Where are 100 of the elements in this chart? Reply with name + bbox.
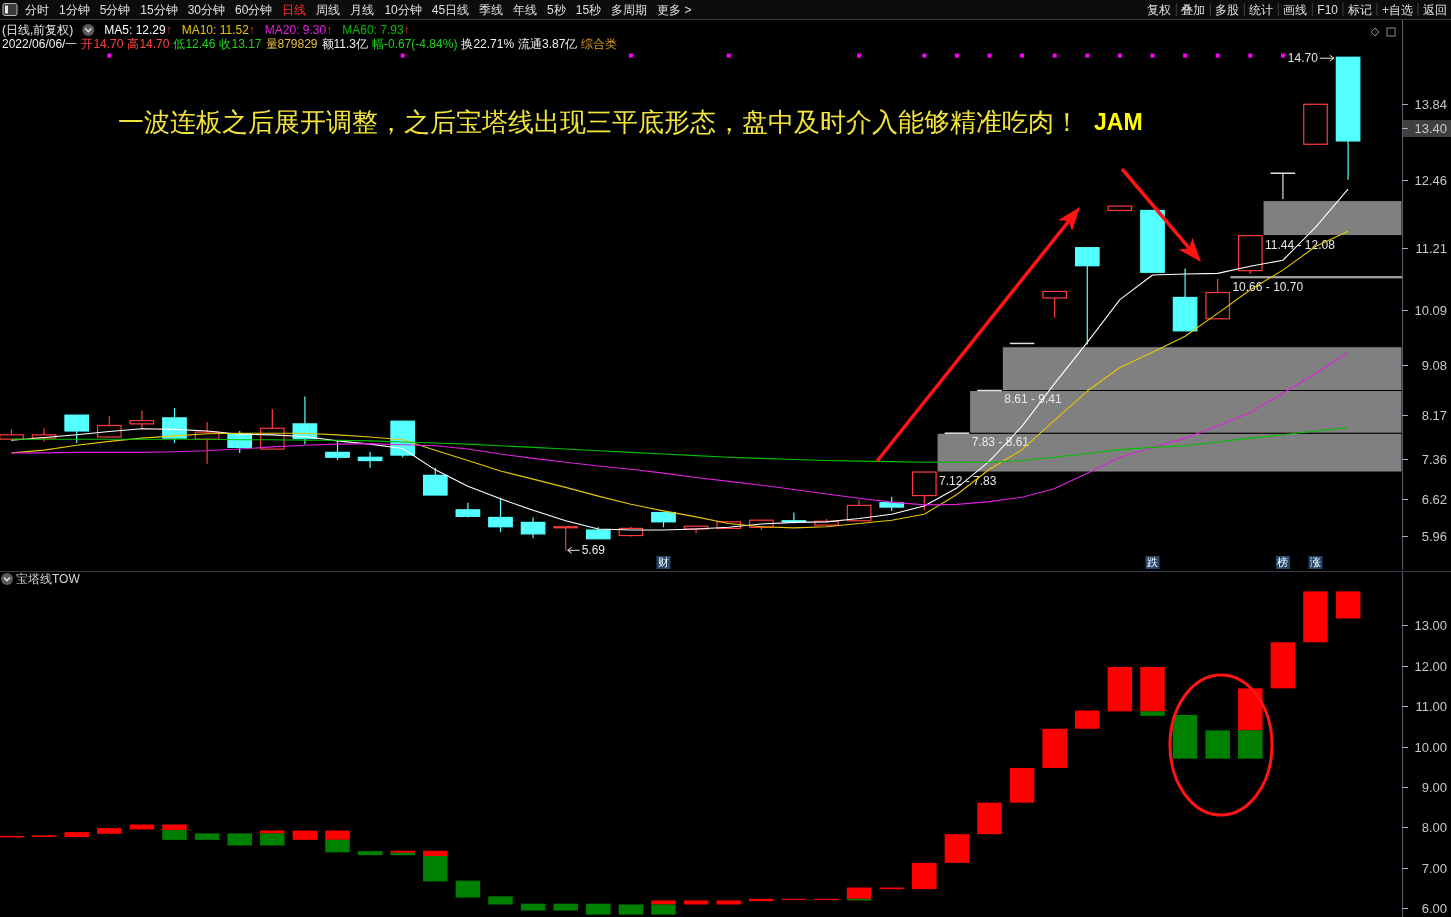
bar	[683, 900, 709, 905]
candlestick	[129, 410, 155, 430]
candlestick	[618, 526, 644, 537]
y-tick-label: 10.09	[1414, 303, 1447, 319]
text: +自选	[1381, 3, 1414, 17]
y-tick-label: 8.00	[1421, 820, 1447, 836]
y-tick-label: 7.36	[1421, 452, 1447, 468]
text: 10分钟	[384, 3, 422, 17]
candlestick	[1303, 103, 1328, 145]
bar	[292, 830, 318, 840]
candlestick	[1009, 342, 1036, 345]
text: 季线	[479, 3, 504, 17]
text: 2022/06/06/一 开14.70 高14.70 低12.46 收13.17 量879829 额11.3亿 幅-0.67(-4.84%) 换22.71% 流通3.87亿 综合类	[2, 37, 618, 51]
chart-title: 宝塔线TOW	[16, 572, 81, 586]
y-tick-label: 12.00	[1414, 659, 1447, 675]
text: 15秒	[575, 3, 602, 17]
text: 复权	[1147, 3, 1172, 17]
bar	[977, 802, 1002, 835]
x-tick-label: 涨	[1310, 556, 1321, 569]
text: 15分钟	[140, 3, 178, 17]
bar	[618, 904, 644, 915]
text: 周线	[316, 3, 341, 17]
bar	[586, 903, 611, 915]
y-tick-label: 6.62	[1421, 492, 1447, 508]
bar	[1172, 715, 1198, 759]
text: 统计	[1249, 3, 1274, 17]
candlestick	[976, 389, 1003, 392]
bar	[357, 851, 383, 856]
bar	[1009, 767, 1035, 803]
bar	[97, 828, 122, 834]
band-label: 7.12 - 7.83	[939, 474, 997, 489]
y-tick-label: 13.00	[1414, 618, 1447, 634]
candlestick	[1074, 247, 1100, 346]
bar	[488, 896, 513, 905]
text: 日线	[282, 3, 307, 17]
x-tick-label: 跌	[1147, 556, 1158, 569]
text: 60分钟	[235, 3, 273, 17]
annotation: 14.70	[1287, 51, 1319, 66]
text: 叠加	[1181, 3, 1206, 17]
bar	[455, 880, 481, 898]
bar	[1335, 591, 1361, 619]
y-tick-label: 6.00	[1421, 901, 1447, 917]
candlestick	[553, 526, 579, 551]
bar	[1205, 730, 1230, 759]
y-tick-label: 9.00	[1421, 780, 1447, 796]
bar	[64, 832, 89, 838]
bar	[846, 887, 872, 899]
bar	[716, 900, 741, 905]
text: 画线	[1283, 3, 1308, 17]
bar	[194, 833, 220, 840]
text: MA10: 11.52↑	[181, 23, 255, 37]
x-tick-label: 财	[658, 556, 669, 569]
candlestick	[357, 451, 383, 469]
text: 5秒	[547, 3, 566, 17]
chart-title: (日线,前复权)	[2, 23, 74, 37]
bar	[1270, 642, 1296, 689]
text: 1分钟	[59, 3, 90, 17]
text: 分时	[25, 3, 49, 17]
candlestick	[846, 499, 872, 522]
bar	[129, 824, 155, 830]
text: MA5: 12.29↑	[104, 23, 172, 37]
y-tick-label: 13.84	[1414, 97, 1447, 113]
bar	[944, 834, 970, 863]
text: 月线	[350, 3, 375, 17]
bar	[1140, 711, 1165, 716]
candlestick	[520, 516, 546, 539]
candlestick	[1042, 290, 1068, 319]
candlestick	[683, 525, 709, 534]
annotation: JAM	[1094, 109, 1143, 135]
bar	[912, 862, 937, 890]
bar	[1303, 591, 1328, 643]
y-tick-label: 11.00	[1415, 699, 1447, 715]
bar	[227, 833, 252, 846]
y-tick-label: 13.40	[1414, 121, 1447, 137]
candlestick	[1107, 205, 1133, 212]
text: 标记	[1346, 3, 1372, 17]
candlestick	[259, 408, 285, 450]
candlestick	[1172, 267, 1198, 332]
y-tick-label: 5.96	[1421, 529, 1447, 545]
annotation: 5.69	[581, 543, 606, 558]
text: 30分钟	[187, 3, 226, 17]
bar	[553, 903, 578, 911]
text: 更多 >	[657, 3, 692, 17]
text: 多周期	[611, 3, 648, 17]
text: MA20: 9.30↑	[264, 23, 333, 37]
line-series	[10, 352, 1349, 506]
text: 返回	[1423, 3, 1447, 17]
candlestick	[716, 521, 742, 530]
y-tick-label: 7.00	[1421, 861, 1447, 877]
candlestick	[1140, 209, 1165, 273]
y-tick-label: 8.17	[1421, 408, 1447, 424]
y-tick-label: 10.00	[1414, 740, 1447, 756]
bar	[1075, 710, 1100, 729]
text: F10	[1317, 3, 1339, 17]
text: 年线	[513, 3, 538, 17]
text: MA60: 7.93↑	[342, 23, 410, 37]
text: 45日线	[431, 3, 470, 17]
y-tick-label: 11.21	[1415, 241, 1447, 257]
text: 5分钟	[99, 3, 131, 17]
text: 多股	[1215, 3, 1240, 17]
